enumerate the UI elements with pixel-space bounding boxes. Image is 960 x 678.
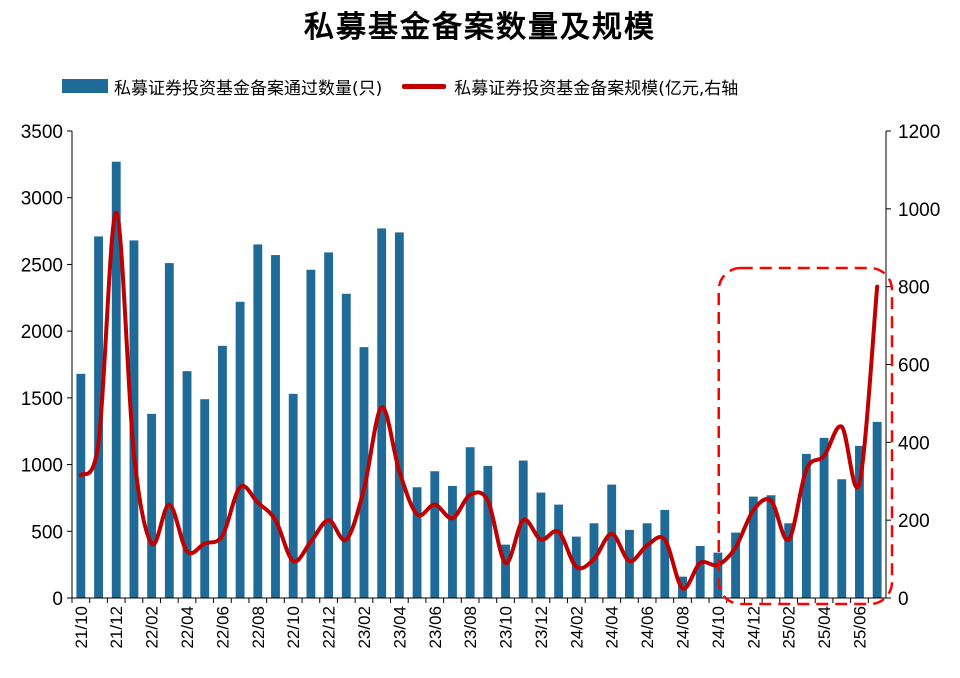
- bar-22/04: [182, 371, 192, 598]
- highlight-box: [717, 266, 894, 606]
- xtick-label-22/12: 22/12: [320, 606, 339, 649]
- bar-24/09: [695, 545, 705, 598]
- bar-25/07: [872, 421, 882, 598]
- xtick-label-25/06: 25/06: [850, 606, 869, 649]
- bar-23/05: [412, 487, 422, 598]
- ytick-left-label-3500: 3500: [21, 122, 63, 143]
- ytick-left-label-2000: 2000: [21, 322, 63, 343]
- xtick-label-23/06: 23/06: [426, 606, 445, 649]
- xtick-label-23/12: 23/12: [532, 606, 551, 649]
- legend-item-bars: 私募证券投资基金备案通过数量(只): [62, 74, 382, 99]
- ytick-right-label-0: 0: [898, 589, 909, 610]
- bar-22/09: [271, 255, 280, 599]
- bar-23/12: [536, 492, 546, 598]
- bar-23/07: [448, 485, 457, 598]
- bar-24/01: [554, 504, 564, 598]
- xtick-label-22/04: 22/04: [178, 606, 197, 649]
- ytick-left-label-1500: 1500: [21, 389, 63, 410]
- bar-22/12: [324, 252, 334, 599]
- bar-24/04: [607, 484, 617, 598]
- bar-23/08: [465, 447, 475, 598]
- bar-21/10: [76, 373, 86, 598]
- xtick-label-23/08: 23/08: [461, 606, 480, 649]
- bar-23/02: [359, 347, 369, 598]
- ytick-left-label-0: 0: [52, 589, 63, 610]
- bar-22/02: [147, 413, 157, 598]
- bar-25/02: [784, 523, 794, 598]
- bar-22/05: [200, 399, 210, 598]
- xtick-label-22/02: 22/02: [143, 606, 162, 649]
- xtick-label-24/06: 24/06: [638, 606, 657, 649]
- xtick-label-24/08: 24/08: [674, 606, 693, 649]
- bar-24/06: [642, 523, 652, 598]
- bar-25/03: [801, 453, 811, 598]
- bar-22/10: [288, 393, 298, 598]
- bar-24/11: [731, 532, 741, 598]
- bar-23/04: [394, 232, 404, 599]
- bar-22/03: [164, 263, 174, 598]
- xtick-label-21/12: 21/12: [107, 606, 126, 649]
- xtick-label-22/10: 22/10: [284, 606, 303, 649]
- bar-22/01: [129, 240, 139, 598]
- bar-23/09: [483, 465, 493, 598]
- ytick-left-label-500: 500: [31, 522, 63, 543]
- legend-item-line: 私募证券投资基金备案规模(亿元,右轴: [402, 74, 738, 99]
- bar-22/11: [306, 269, 316, 598]
- ytick-right-label-1000: 1000: [898, 200, 940, 221]
- bar-23/01: [341, 293, 351, 598]
- bar-23/11: [518, 460, 528, 598]
- bar-21/11: [94, 236, 103, 598]
- chart-legend: 私募证券投资基金备案通过数量(只) 私募证券投资基金备案规模(亿元,右轴: [62, 72, 930, 100]
- bar-22/08: [253, 244, 263, 598]
- ytick-right-label-200: 200: [898, 511, 930, 532]
- ytick-left-label-2500: 2500: [21, 255, 63, 276]
- xtick-label-22/08: 22/08: [249, 606, 268, 649]
- bar-25/05: [837, 479, 847, 598]
- bar-25/01: [766, 495, 776, 598]
- legend-bar-label: 私募证券投资基金备案通过数量(只): [114, 78, 383, 99]
- ytick-left-label-3000: 3000: [21, 189, 63, 210]
- ytick-left-label-1000: 1000: [21, 456, 63, 477]
- xtick-label-24/10: 24/10: [709, 606, 728, 649]
- bar-23/06: [430, 471, 440, 598]
- bar-24/07: [660, 509, 670, 598]
- bar-23/03: [377, 228, 387, 598]
- xtick-label-23/02: 23/02: [355, 606, 374, 649]
- xtick-label-24/02: 24/02: [567, 606, 586, 649]
- xtick-label-22/06: 22/06: [213, 606, 232, 649]
- ytick-right-label-600: 600: [898, 356, 930, 377]
- ytick-right-label-800: 800: [898, 278, 930, 299]
- ytick-right-label-1200: 1200: [898, 122, 940, 143]
- bar-23/10: [501, 544, 510, 598]
- bar-21/12: [111, 161, 121, 598]
- chart-title: 私募基金备案数量及规模: [304, 10, 656, 45]
- bar-24/10: [713, 552, 723, 598]
- xtick-label-24/04: 24/04: [603, 606, 622, 649]
- legend-line-swatch: [402, 83, 447, 89]
- xtick-label-25/02: 25/02: [780, 606, 799, 649]
- bar-25/04: [819, 437, 829, 598]
- xtick-label-23/10: 23/10: [497, 606, 516, 649]
- bar-22/07: [235, 301, 245, 598]
- ytick-right-label-400: 400: [898, 433, 930, 454]
- bar-24/05: [624, 529, 634, 598]
- xtick-label-21/10: 21/10: [72, 606, 91, 649]
- bar-22/06: [217, 345, 227, 598]
- legend-bar-swatch: [62, 79, 108, 93]
- bar-25/06: [855, 445, 864, 598]
- xtick-label-25/04: 25/04: [815, 606, 834, 649]
- legend-line-label: 私募证券投资基金备案规模(亿元,右轴: [454, 78, 739, 99]
- xtick-label-23/04: 23/04: [390, 606, 409, 649]
- bar-24/12: [748, 496, 758, 598]
- xtick-label-24/12: 24/12: [744, 606, 763, 649]
